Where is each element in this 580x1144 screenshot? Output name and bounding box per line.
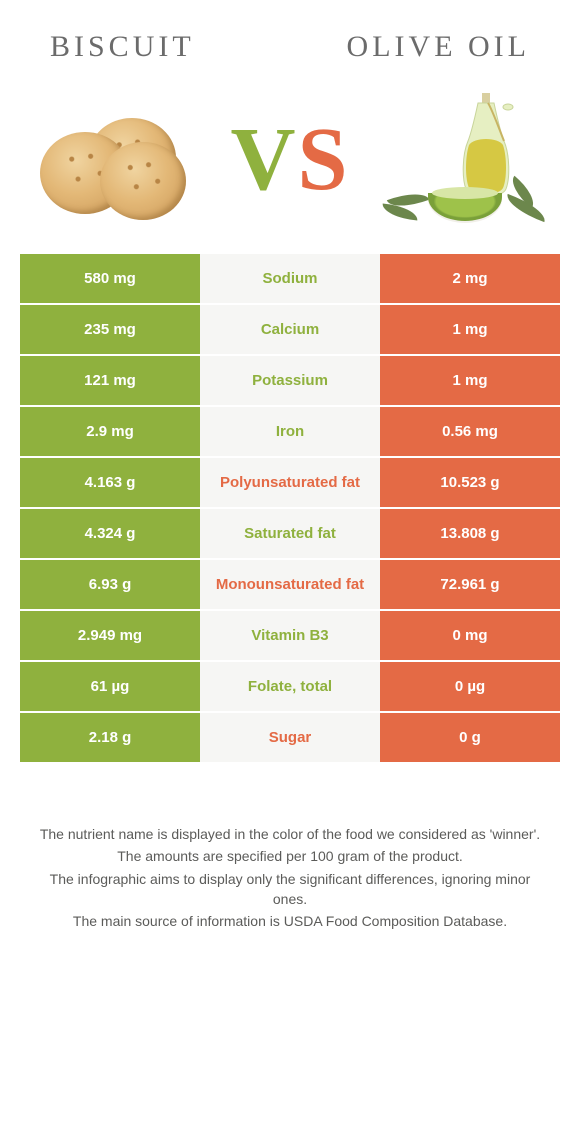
table-row: 2.949 mgVitamin B30 mg — [20, 611, 560, 662]
footnote-line: The nutrient name is displayed in the co… — [34, 824, 546, 844]
nutrient-name: Iron — [200, 407, 380, 456]
table-row: 2.9 mgIron0.56 mg — [20, 407, 560, 458]
left-value: 61 µg — [20, 662, 200, 711]
infographic-container: Biscuit Olive oil VS — [0, 0, 580, 1144]
left-value: 2.9 mg — [20, 407, 200, 456]
right-value: 0 µg — [380, 662, 560, 711]
right-value: 72.961 g — [380, 560, 560, 609]
table-row: 4.163 gPolyunsaturated fat10.523 g — [20, 458, 560, 509]
footnote-line: The infographic aims to display only the… — [34, 869, 546, 910]
table-row: 580 mgSodium2 mg — [20, 254, 560, 305]
right-value: 2 mg — [380, 254, 560, 303]
right-value: 0 g — [380, 713, 560, 762]
footnote-line: The amounts are specified per 100 gram o… — [34, 846, 546, 866]
olive-oil-image — [380, 94, 550, 224]
left-value: 2.949 mg — [20, 611, 200, 660]
left-value: 580 mg — [20, 254, 200, 303]
vs-s: S — [297, 110, 349, 209]
table-row: 61 µgFolate, total0 µg — [20, 662, 560, 713]
comparison-table: 580 mgSodium2 mg235 mgCalcium1 mg121 mgP… — [20, 254, 560, 764]
footnote-line: The main source of information is USDA F… — [34, 911, 546, 931]
right-value: 0 mg — [380, 611, 560, 660]
table-row: 6.93 gMonounsaturated fat72.961 g — [20, 560, 560, 611]
title-right: Olive oil — [347, 30, 530, 64]
nutrient-name: Polyunsaturated fat — [200, 458, 380, 507]
nutrient-name: Folate, total — [200, 662, 380, 711]
right-value: 0.56 mg — [380, 407, 560, 456]
nutrient-name: Vitamin B3 — [200, 611, 380, 660]
table-row: 4.324 gSaturated fat13.808 g — [20, 509, 560, 560]
titles-row: Biscuit Olive oil — [0, 0, 580, 74]
nutrient-name: Sugar — [200, 713, 380, 762]
table-row: 121 mgPotassium1 mg — [20, 356, 560, 407]
nutrient-name: Monounsaturated fat — [200, 560, 380, 609]
right-value: 10.523 g — [380, 458, 560, 507]
table-row: 235 mgCalcium1 mg — [20, 305, 560, 356]
nutrient-name: Potassium — [200, 356, 380, 405]
left-value: 2.18 g — [20, 713, 200, 762]
right-value: 13.808 g — [380, 509, 560, 558]
vs-label: VS — [230, 108, 349, 211]
nutrient-name: Sodium — [200, 254, 380, 303]
right-value: 1 mg — [380, 305, 560, 354]
nutrient-name: Calcium — [200, 305, 380, 354]
table-row: 2.18 gSugar0 g — [20, 713, 560, 764]
right-value: 1 mg — [380, 356, 560, 405]
image-row: VS — [0, 74, 580, 254]
nutrient-name: Saturated fat — [200, 509, 380, 558]
vs-v: V — [230, 110, 297, 209]
title-left: Biscuit — [50, 30, 195, 64]
left-value: 4.324 g — [20, 509, 200, 558]
left-value: 235 mg — [20, 305, 200, 354]
left-value: 6.93 g — [20, 560, 200, 609]
left-value: 4.163 g — [20, 458, 200, 507]
footnotes: The nutrient name is displayed in the co… — [0, 764, 580, 931]
left-value: 121 mg — [20, 356, 200, 405]
biscuit-image — [30, 94, 200, 224]
